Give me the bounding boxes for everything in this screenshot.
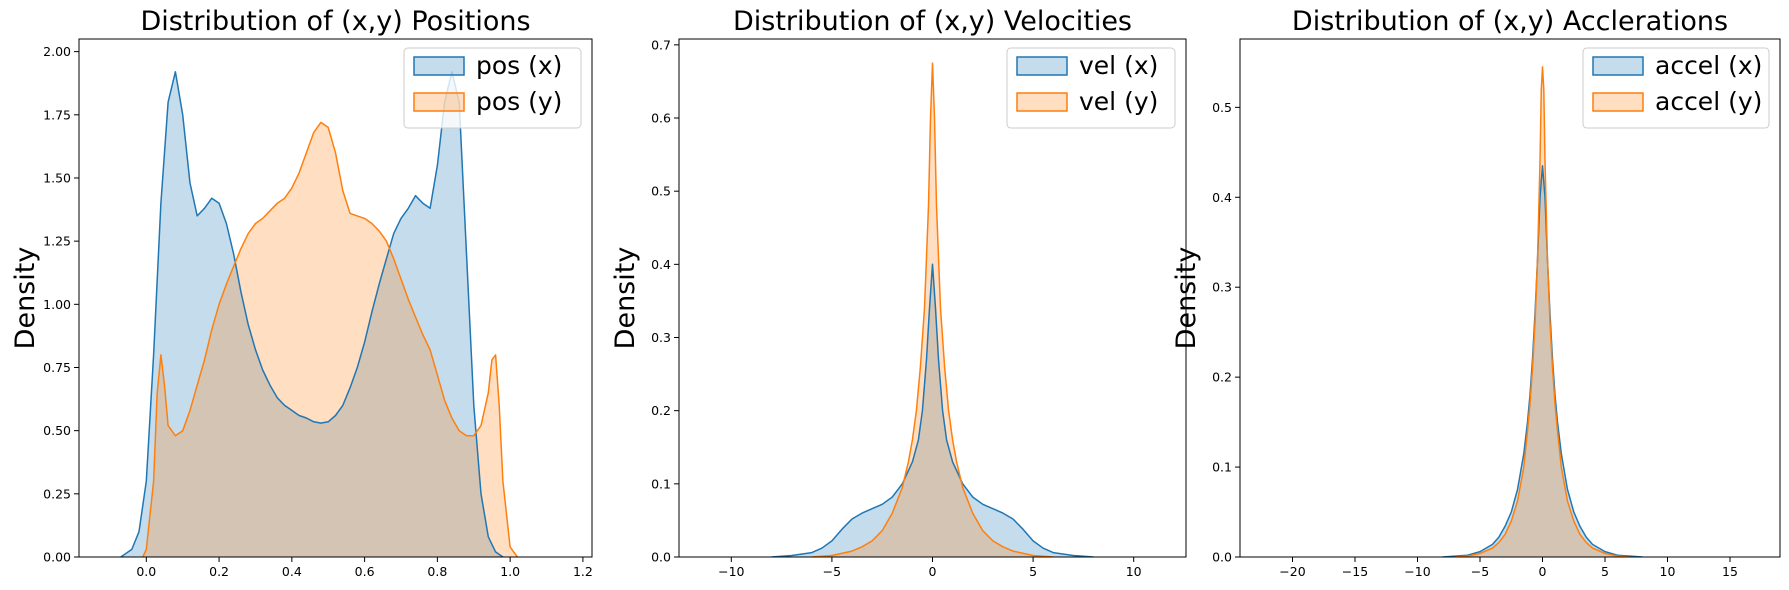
- y-tick-label: 0.1: [651, 476, 671, 491]
- series-fill-x: [1442, 165, 1643, 557]
- series-line-x: [771, 263, 1094, 557]
- legend-box: [1006, 47, 1176, 129]
- x-tick-label: −10: [1404, 564, 1430, 579]
- legend-label-x: vel (x): [1079, 51, 1158, 80]
- y-tick-label: 0.75: [43, 360, 71, 375]
- y-tick-label: 0.0: [651, 550, 671, 565]
- x-tick-label: 0: [929, 564, 937, 579]
- y-tick-label: 0.1: [1212, 460, 1232, 475]
- x-tick-label: 0.6: [355, 564, 375, 579]
- chart-panel-1: 0.0 0.2 0.4 0.6 0.8 1.0 1.2 0.00 0.25 0.50 0.75 1.0…: [10, 6, 593, 579]
- x-tick-label: 10: [1126, 564, 1142, 579]
- y-axis-label: Density: [10, 247, 41, 350]
- legend-swatch-y: [413, 92, 465, 112]
- x-tick-label: 0.0: [136, 564, 156, 579]
- y-tick-label: 0.2: [1212, 370, 1232, 385]
- plot-area: [771, 62, 1094, 557]
- x-tick-label: 0.4: [282, 564, 302, 579]
- x-tick-label: 0.8: [427, 564, 447, 579]
- y-axis-label: Density: [610, 247, 641, 350]
- x-tick-label: 1.0: [500, 564, 520, 579]
- y-tick-label: 1.50: [43, 170, 71, 185]
- legend-label-y: vel (y): [1079, 87, 1158, 116]
- x-tick-label: −10: [718, 564, 744, 579]
- x-tick-label: 15: [1722, 564, 1738, 579]
- x-tick-label: −20: [1279, 564, 1305, 579]
- legend: vel (x) vel (y): [1006, 47, 1176, 129]
- x-tick-label: −5: [823, 564, 841, 579]
- legend-label-y: accel (y): [1655, 87, 1762, 116]
- y-tick-label: 1.75: [43, 107, 71, 122]
- y-tick-label: 0.7: [651, 37, 671, 52]
- legend-swatch-y: [1592, 92, 1644, 112]
- legend-label-y: pos (y): [476, 87, 562, 116]
- y-tick-label: 0.5: [651, 184, 671, 199]
- y-tick-label: 0.3: [1212, 280, 1232, 295]
- chart-title: Distribution of (x,y) Positions: [140, 6, 530, 37]
- x-tick-label: 5: [1029, 564, 1037, 579]
- legend-box: [1582, 47, 1770, 129]
- plot-area: [120, 71, 519, 557]
- legend-box: [403, 47, 582, 129]
- chart-title: Distribution of (x,y) Acclerations: [1292, 6, 1728, 37]
- chart-panel-3: −20 −15 −10 −5 0 5 10 15 0.0 0.1 0.2 0.3 0.4 0.5 Distr…: [1171, 6, 1781, 579]
- series-line-y: [811, 62, 1054, 557]
- series-fill-y: [811, 63, 1054, 557]
- series-line-y: [1454, 66, 1631, 557]
- series-line-x: [120, 71, 504, 557]
- series-line-y: [142, 121, 519, 557]
- y-tick-label: 0.25: [43, 486, 71, 501]
- chart-title: Distribution of (x,y) Velocities: [733, 6, 1132, 37]
- x-tick-label: 1.2: [573, 564, 593, 579]
- legend-swatch-y: [1016, 92, 1068, 112]
- y-tick-label: 0.2: [651, 403, 671, 418]
- x-tick-label: −15: [1342, 564, 1368, 579]
- series-fill-x: [771, 264, 1094, 557]
- x-tick-label: 0.2: [209, 564, 229, 579]
- plot-area: [1442, 66, 1643, 557]
- axes-frame: [78, 38, 593, 558]
- series-fill-y: [1455, 66, 1630, 557]
- y-tick-label: 0.4: [651, 257, 671, 272]
- y-tick-label: 1.00: [43, 297, 71, 312]
- x-tick-label: −5: [1471, 564, 1489, 579]
- series-line-x: [1442, 165, 1643, 557]
- y-tick-label: 0.0: [1212, 550, 1232, 565]
- y-tick-label: 0.6: [651, 111, 671, 126]
- legend-swatch-x: [1016, 56, 1068, 76]
- y-tick-label: 0.5: [1212, 100, 1232, 115]
- legend-swatch-x: [1592, 56, 1644, 76]
- y-tick-label: 2.00: [43, 44, 71, 59]
- y-tick-label: 1.25: [43, 234, 71, 249]
- legend-label-x: accel (x): [1655, 51, 1762, 80]
- series-fill-x: [120, 71, 503, 557]
- y-tick-label: 0.4: [1212, 190, 1232, 205]
- series-fill-y: [142, 122, 518, 557]
- chart-panel-2: −10 −5 0 5 10 0.0 0.1 0.2 0.3 0.4 0.5 0.6 0.7 Distrib…: [610, 6, 1187, 579]
- x-tick-label: 0: [1539, 564, 1547, 579]
- x-tick-label: 10: [1660, 564, 1676, 579]
- y-tick-label: 0.3: [651, 330, 671, 345]
- legend-swatch-x: [413, 56, 465, 76]
- y-tick-label: 0.00: [43, 550, 71, 565]
- legend: pos (x) pos (y): [403, 47, 582, 129]
- axes-frame: [1239, 38, 1781, 558]
- y-tick-label: 0.50: [43, 423, 71, 438]
- y-axis-label: Density: [1171, 247, 1202, 350]
- legend-label-x: pos (x): [476, 51, 562, 80]
- x-tick-label: 5: [1601, 564, 1609, 579]
- legend: accel (x) accel (y): [1582, 47, 1770, 129]
